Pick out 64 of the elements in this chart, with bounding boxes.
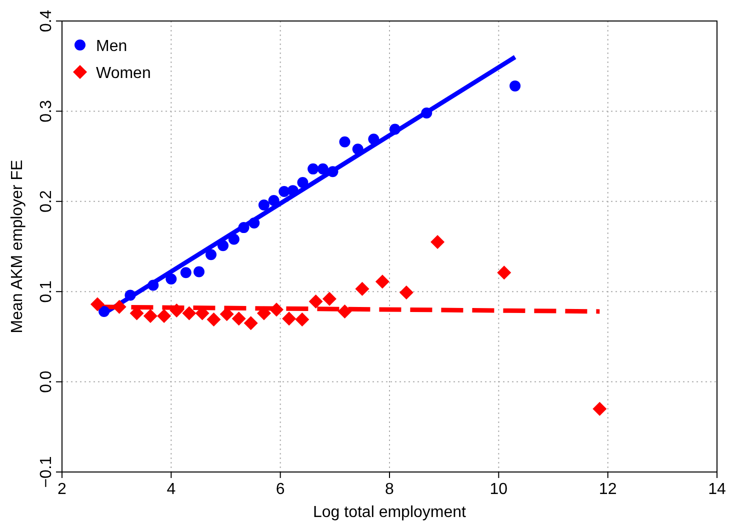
point [287, 185, 298, 196]
point [206, 312, 221, 327]
point [182, 306, 196, 320]
y-tick-label: −0.1 [38, 456, 55, 488]
point [270, 302, 284, 317]
x-axis-title: Log total employment [313, 504, 467, 521]
x-tick-label: 12 [598, 481, 617, 498]
point [297, 176, 308, 188]
point [338, 304, 352, 318]
point [282, 312, 296, 326]
y-tick-label: 0.1 [38, 280, 55, 303]
y-tick-label: 0.3 [38, 100, 55, 122]
point [166, 273, 177, 284]
point [352, 144, 364, 155]
point [389, 124, 400, 135]
point [248, 218, 260, 229]
point [421, 108, 432, 119]
point [497, 266, 512, 280]
x-tick-label: 6 [276, 481, 285, 498]
point [308, 163, 319, 174]
y-tick-label: 0.0 [38, 370, 55, 393]
legend-label: Men [96, 38, 128, 55]
point [268, 195, 280, 206]
point [399, 286, 414, 300]
y-axis-title: Mean AKM employer FE [9, 160, 26, 334]
point [592, 402, 607, 416]
point [112, 300, 126, 314]
point [206, 249, 217, 260]
point [90, 297, 104, 312]
point [317, 163, 328, 174]
x-tick-label: 8 [385, 481, 394, 498]
point [327, 166, 338, 178]
x-tick-label: 2 [58, 481, 67, 498]
point [510, 80, 521, 92]
point [256, 306, 271, 320]
x-tick-label: 4 [166, 481, 176, 498]
point [228, 234, 240, 245]
point [218, 240, 229, 252]
point [322, 292, 336, 306]
point [308, 294, 323, 309]
point [180, 267, 192, 278]
y-tick-label: 0.4 [38, 10, 55, 32]
point [238, 222, 250, 234]
point [368, 134, 380, 145]
point [232, 312, 246, 326]
point [244, 316, 258, 330]
point [124, 290, 136, 301]
legend-label: Women [96, 65, 151, 82]
point [170, 304, 184, 318]
x-tick-label: 10 [490, 481, 508, 498]
point [148, 280, 159, 291]
point [295, 312, 310, 327]
x-tick-label: 14 [708, 481, 726, 498]
point [258, 200, 270, 211]
point [375, 274, 390, 289]
y-tick-label: 0.2 [38, 190, 55, 213]
point [278, 186, 290, 197]
point [157, 308, 172, 323]
point [355, 282, 370, 296]
point [339, 136, 350, 148]
point [430, 234, 445, 249]
point [98, 306, 110, 317]
point [194, 266, 205, 278]
point [143, 308, 158, 323]
